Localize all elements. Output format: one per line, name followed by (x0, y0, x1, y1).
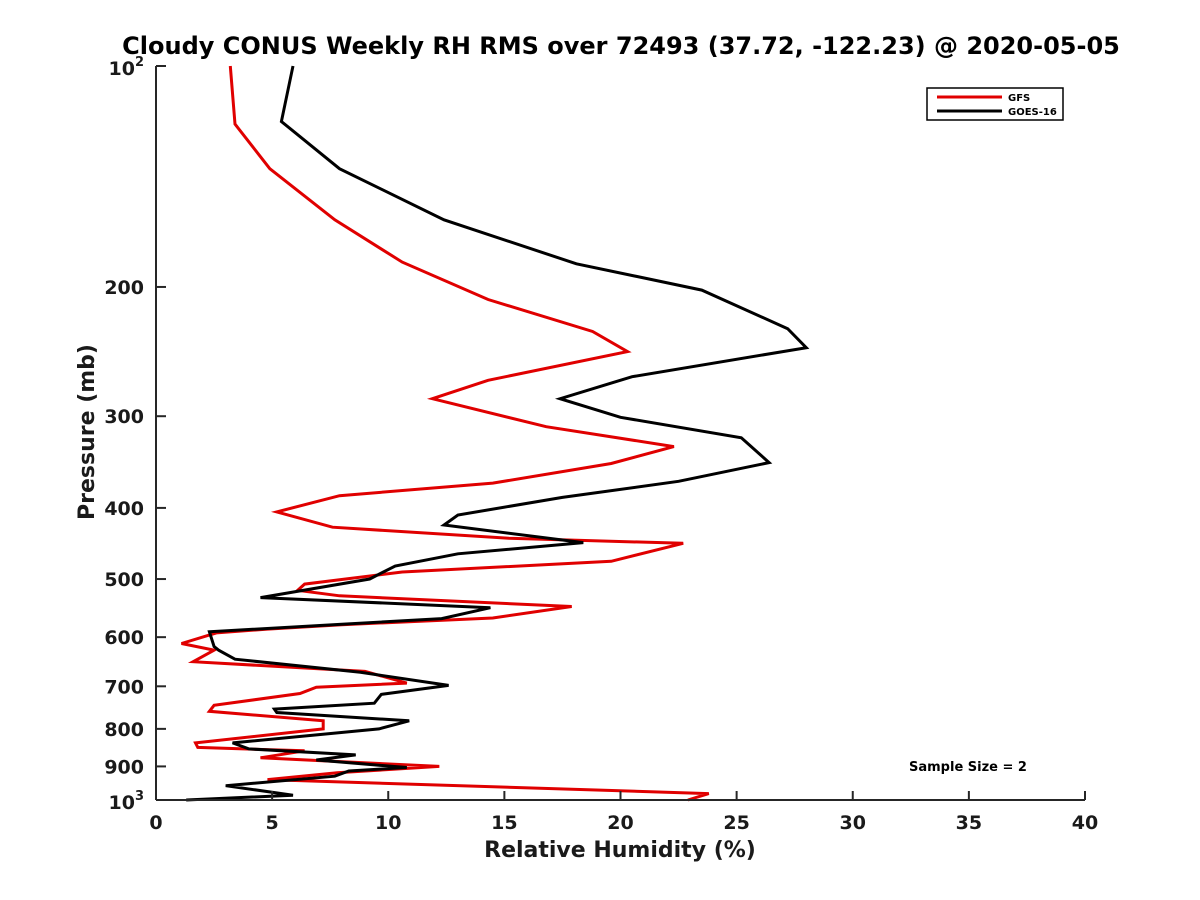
y-axis-label: Pressure (mb) (75, 344, 100, 520)
legend: GFS GOES-16 (926, 87, 1064, 121)
y-tick-label: 103 (109, 789, 145, 814)
x-tick-label: 15 (491, 812, 517, 834)
y-tick-label: 300 (104, 406, 144, 428)
legend-entry-label: GFS (1008, 93, 1030, 104)
y-tick-label: 102 (109, 55, 145, 80)
tick-labels: 0 5 10 15 20 25 30 35 40 102 200 300 400 500 600 700 800… (104, 55, 1098, 834)
legend-box (926, 87, 1064, 121)
x-tick-label: 35 (956, 812, 982, 834)
x-tick-label: 5 (266, 812, 279, 834)
chart-title: Cloudy CONUS Weekly RH RMS over 72493 (3… (122, 32, 1120, 60)
sample-size-annotation: Sample Size = 2 (909, 760, 1027, 775)
x-tick-label: 25 (723, 812, 749, 834)
series-line-goes-16 (186, 65, 810, 802)
x-tick-label: 0 (149, 812, 162, 834)
x-tick-label: 20 (607, 812, 633, 834)
y-tick-label: 800 (104, 719, 144, 741)
y-tick-label: 400 (104, 498, 144, 520)
x-tick-label: 10 (375, 812, 401, 834)
y-tick-label: 200 (104, 277, 144, 299)
series-line-gfs (181, 65, 710, 802)
y-tick-label: 500 (104, 569, 144, 591)
legend-entry-label: GOES-16 (1008, 107, 1057, 118)
x-axis-label: Relative Humidity (%) (484, 838, 756, 863)
x-tick-label: 30 (840, 812, 866, 834)
plot-area (181, 65, 810, 802)
y-tick-label: 600 (104, 627, 144, 649)
axes (155, 65, 1086, 801)
y-tick-label: 700 (104, 676, 144, 698)
x-tick-label: 40 (1072, 812, 1098, 834)
y-tick-label: 900 (104, 756, 144, 778)
